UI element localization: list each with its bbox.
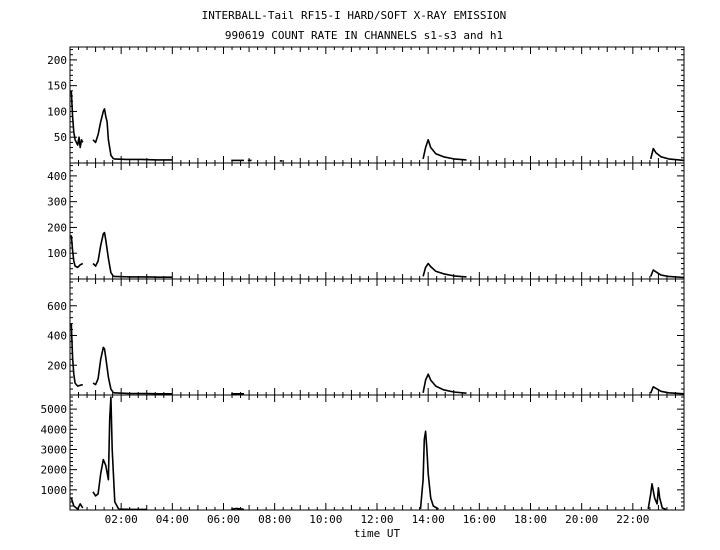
data-series-line xyxy=(92,108,115,160)
y-tick-label: 2000 xyxy=(41,464,68,477)
data-series-line xyxy=(92,231,115,277)
data-series-line xyxy=(92,396,120,510)
y-tick-label: 600 xyxy=(47,300,67,313)
panel-3: 200 400 600 xyxy=(47,278,685,396)
data-series-line xyxy=(231,507,245,511)
chart-subtitle: 990619 COUNT RATE IN CHANNELS s1-s3 and … xyxy=(225,29,503,42)
y-tick-label: 200 xyxy=(47,359,67,372)
y-tick-label: 200 xyxy=(47,221,67,234)
data-series-line xyxy=(113,392,173,395)
data-series-line xyxy=(647,482,667,511)
data-series-line xyxy=(113,158,173,161)
data-series-line xyxy=(92,346,115,394)
y-tick-label: 100 xyxy=(47,105,67,118)
y-tick-label: 3000 xyxy=(41,443,68,456)
data-series-line xyxy=(70,90,84,149)
data-series-line xyxy=(70,323,84,387)
data-series-line xyxy=(422,262,467,278)
data-series-line xyxy=(113,275,173,279)
x-tick-label: 14:00 xyxy=(412,513,445,526)
y-tick-label: 200 xyxy=(47,54,67,67)
x-tick-label: 10:00 xyxy=(309,513,342,526)
chart-title: INTERBALL-Tail RF15-I HARD/SOFT X-RAY EM… xyxy=(202,9,507,22)
x-tick-label: 12:00 xyxy=(360,513,393,526)
x-axis-label: time UT xyxy=(354,527,401,540)
y-tick-label: 300 xyxy=(47,196,67,209)
panel-4: 1000 2000 3000 4000 5000 xyxy=(41,394,685,511)
x-tick-label: 06:00 xyxy=(207,513,240,526)
x-tick-label: 20:00 xyxy=(565,513,598,526)
y-tick-label: 150 xyxy=(47,80,67,93)
y-tick-label: 400 xyxy=(47,170,67,183)
y-tick-label: 50 xyxy=(54,131,67,144)
data-series-line xyxy=(419,430,439,510)
data-series-line xyxy=(422,139,467,161)
data-series-line xyxy=(422,373,467,394)
panel-1: 50 100 150 200 xyxy=(47,46,685,164)
x-tick-label: 18:00 xyxy=(514,513,547,526)
y-tick-label: 100 xyxy=(47,247,67,260)
x-tick-labels: 02:00 04:00 06:00 08:00 10:00 12:00 14:00 16:00… xyxy=(105,513,650,526)
y-tick-label: 400 xyxy=(47,330,67,343)
x-tick-label: 04:00 xyxy=(156,513,189,526)
x-tick-label: 22:00 xyxy=(616,513,649,526)
data-series-line xyxy=(70,235,84,269)
x-tick-label: 02:00 xyxy=(105,513,138,526)
y-tick-label: 5000 xyxy=(41,403,68,416)
panels-group: 50 100 150 200 100 200 300 400 200 400 600 1000 2000… xyxy=(41,46,685,511)
data-series-line xyxy=(649,385,685,395)
y-tick-label: 1000 xyxy=(41,484,68,497)
y-tick-label: 4000 xyxy=(41,423,68,436)
data-series-line xyxy=(649,269,685,279)
x-tick-label: 08:00 xyxy=(258,513,291,526)
x-tick-label: 16:00 xyxy=(463,513,496,526)
data-series-line xyxy=(70,497,84,510)
data-series-line xyxy=(649,147,685,162)
